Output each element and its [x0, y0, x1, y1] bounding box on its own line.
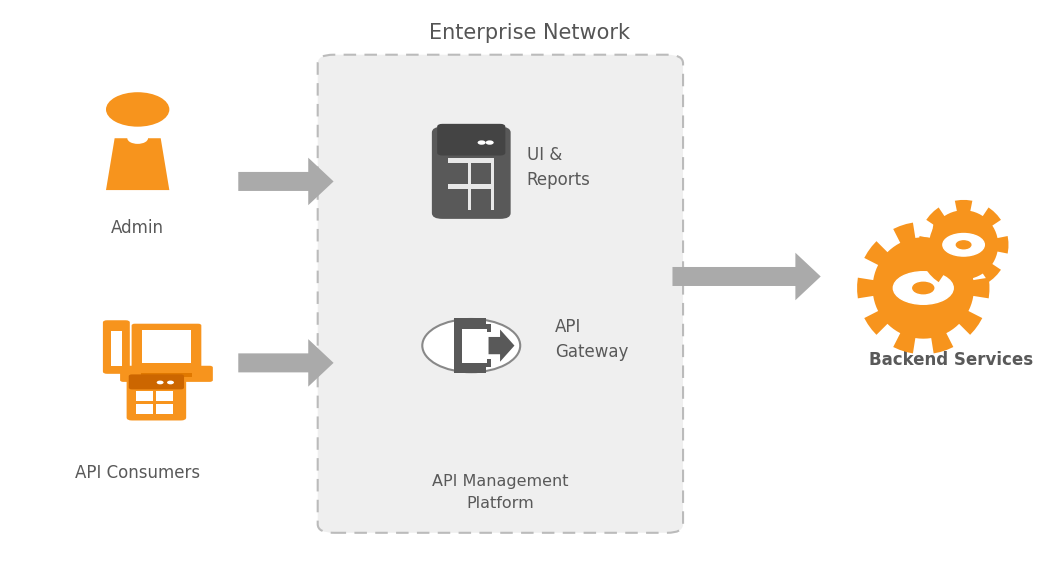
- Circle shape: [486, 141, 493, 145]
- FancyBboxPatch shape: [141, 373, 193, 377]
- FancyBboxPatch shape: [120, 366, 213, 382]
- Polygon shape: [106, 138, 169, 190]
- Text: UI &
Reports: UI & Reports: [526, 146, 591, 188]
- FancyBboxPatch shape: [318, 55, 683, 533]
- Bar: [466, 324, 491, 367]
- Bar: [156, 404, 173, 414]
- Bar: [454, 318, 486, 373]
- Bar: [471, 332, 491, 359]
- Text: API Consumers: API Consumers: [75, 464, 200, 482]
- FancyBboxPatch shape: [127, 374, 186, 420]
- FancyBboxPatch shape: [448, 158, 495, 210]
- Polygon shape: [238, 339, 334, 386]
- Polygon shape: [919, 200, 1008, 290]
- Circle shape: [478, 141, 486, 145]
- Text: API Management
Platform: API Management Platform: [432, 474, 569, 511]
- Text: Enterprise Network: Enterprise Network: [429, 23, 630, 43]
- FancyBboxPatch shape: [131, 324, 201, 370]
- Bar: [448, 163, 468, 184]
- Circle shape: [423, 319, 520, 372]
- Circle shape: [157, 381, 163, 384]
- Circle shape: [943, 233, 984, 256]
- Bar: [136, 391, 152, 401]
- Circle shape: [106, 92, 169, 127]
- Circle shape: [894, 272, 953, 304]
- Bar: [156, 391, 173, 401]
- FancyBboxPatch shape: [437, 124, 505, 156]
- Polygon shape: [857, 222, 989, 354]
- Text: Admin: Admin: [111, 219, 164, 237]
- Text: Backend Services: Backend Services: [869, 351, 1033, 369]
- Polygon shape: [672, 253, 821, 300]
- Text: API
Gateway: API Gateway: [555, 319, 629, 361]
- Circle shape: [913, 282, 934, 294]
- Polygon shape: [488, 329, 515, 362]
- Polygon shape: [238, 158, 334, 205]
- Bar: [471, 163, 490, 184]
- Circle shape: [127, 132, 148, 144]
- FancyBboxPatch shape: [432, 127, 510, 219]
- FancyBboxPatch shape: [110, 331, 122, 366]
- Bar: [448, 189, 468, 210]
- Circle shape: [167, 381, 174, 384]
- Circle shape: [956, 241, 971, 249]
- Bar: [462, 328, 487, 363]
- FancyBboxPatch shape: [142, 330, 192, 363]
- Bar: [136, 404, 152, 414]
- Bar: [471, 189, 490, 210]
- FancyBboxPatch shape: [103, 320, 130, 374]
- FancyBboxPatch shape: [129, 374, 184, 389]
